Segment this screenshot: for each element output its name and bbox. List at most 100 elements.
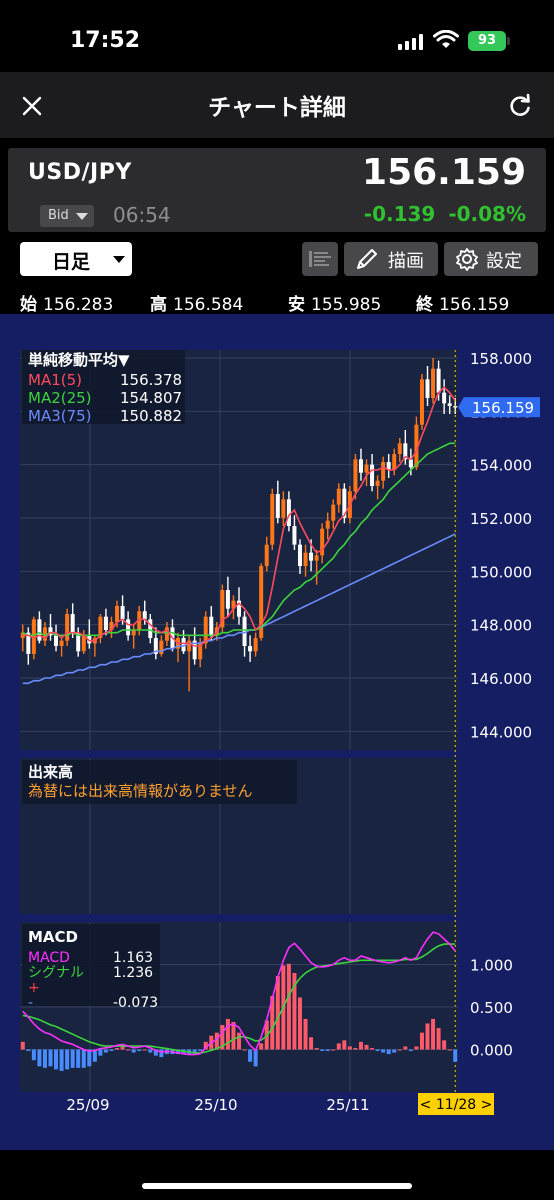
candle-body — [259, 566, 264, 638]
macd-histogram-bar — [342, 1040, 347, 1050]
candle-body — [248, 646, 253, 652]
macd-histogram-bar — [431, 1018, 436, 1050]
macd-histogram-bar — [76, 1049, 81, 1068]
candle-body — [26, 632, 31, 654]
y-tick-label: 154.000 — [470, 457, 532, 475]
y-tick-label: 144.000 — [470, 723, 532, 741]
wifi-icon — [433, 30, 459, 48]
candle-body — [109, 622, 114, 630]
price-chart[interactable]: 158.000156.000154.000152.000150.000148.0… — [0, 314, 554, 1150]
refresh-icon[interactable] — [506, 92, 534, 120]
candle-body — [314, 555, 319, 561]
macd-histogram-bar — [325, 1049, 330, 1052]
candle-body — [65, 614, 70, 641]
ohlc-close: 終 156.159 — [416, 290, 509, 315]
macd-histogram-bar — [153, 1049, 158, 1056]
macd-histogram-bar — [347, 1046, 352, 1050]
candle-body — [103, 616, 108, 630]
macd-histogram-bar — [131, 1049, 136, 1053]
price-change: -0.139 -0.08% — [300, 202, 526, 226]
macd-legend-value: 1.236 — [113, 965, 153, 981]
macd-histogram-bar — [286, 963, 291, 1050]
candle-body — [353, 459, 358, 492]
macd-histogram-bar — [414, 1046, 419, 1050]
macd-histogram-bar — [303, 1018, 308, 1050]
macd-histogram-bar — [292, 973, 297, 1050]
macd-histogram-bar — [403, 1046, 408, 1050]
candle-body — [42, 627, 47, 641]
candle-body — [164, 627, 169, 641]
candle-body — [381, 462, 386, 481]
ohlc-open-value: 156.283 — [43, 295, 114, 315]
macd-histogram-bar — [126, 1049, 131, 1051]
ma-legend-value: 154.807 — [120, 389, 182, 407]
draw-button[interactable]: 描画 — [344, 242, 438, 276]
macd-legend-value: 1.163 — [113, 950, 153, 966]
candle-body — [392, 454, 397, 470]
price-type-selector[interactable]: Bid — [40, 205, 94, 227]
ohlc-open-key: 始 — [20, 295, 37, 315]
candle-body — [342, 488, 347, 518]
currency-pair: USD/JPY — [28, 160, 132, 185]
cellular-signal-icon — [398, 34, 423, 50]
macd-histogram-bar — [397, 1049, 402, 1051]
macd-histogram-bar — [358, 1041, 363, 1050]
indicator-list-button[interactable] — [302, 242, 338, 276]
macd-histogram-bar — [386, 1049, 391, 1055]
current-date-label: < 11/28 > — [420, 1097, 493, 1113]
x-tick-label: 25/10 — [194, 1096, 237, 1114]
candle-body — [264, 544, 269, 566]
candle-body — [320, 528, 325, 556]
page-title: チャート詳細 — [208, 95, 346, 121]
macd-histogram-bar — [447, 1049, 452, 1051]
ohlc-row: 始 156.283 高 156.584 安 155.985 終 156.159 — [0, 290, 554, 315]
macd-histogram-bar — [92, 1049, 97, 1062]
close-icon[interactable] — [18, 92, 46, 120]
macd-y-tick-label: 1.000 — [470, 957, 513, 975]
candle-body — [81, 635, 86, 652]
settings-label: 設定 — [486, 251, 522, 272]
macd-legend-name: MACD — [28, 950, 70, 966]
ohlc-low-key: 安 — [288, 295, 305, 315]
ohlc-high: 高 156.584 — [150, 290, 243, 315]
candle-body — [358, 459, 363, 473]
macd-histogram-bar — [220, 1025, 225, 1050]
macd-histogram-bar — [442, 1040, 447, 1050]
macd-histogram-bar — [198, 1049, 203, 1052]
candle-body — [126, 619, 131, 636]
candle-body — [286, 499, 291, 526]
ma1-line — [22, 386, 456, 647]
candle-body — [242, 616, 247, 646]
period-label: 日足 — [52, 251, 91, 273]
macd-histogram-bar — [320, 1049, 325, 1052]
macd-histogram-bar — [370, 1047, 375, 1050]
macd-histogram-bar — [392, 1049, 397, 1053]
settings-button[interactable]: 設定 — [444, 242, 538, 276]
candle-body — [181, 638, 186, 652]
macd-histogram-bar — [59, 1049, 64, 1071]
macd-histogram-bar — [381, 1049, 386, 1053]
macd-histogram-bar — [98, 1049, 103, 1056]
macd-legend-box — [22, 924, 160, 1006]
macd-histogram-bar — [48, 1049, 53, 1067]
candle-body — [137, 611, 142, 630]
candle-body — [270, 494, 275, 545]
change-percent: -0.08% — [448, 202, 526, 226]
candle-body — [370, 464, 375, 486]
candle-body — [153, 638, 158, 654]
battery-cap — [507, 37, 510, 45]
candle-body — [303, 552, 308, 566]
candle-body — [198, 643, 203, 660]
macd-histogram-bar — [148, 1049, 153, 1053]
candle-body — [431, 368, 436, 398]
macd-histogram-bar — [20, 1041, 25, 1050]
macd-y-tick-label: 0.500 — [470, 999, 513, 1017]
macd-histogram-bar — [314, 1047, 319, 1050]
candle-body — [48, 627, 53, 636]
ohlc-low-value: 155.985 — [311, 295, 382, 315]
macd-histogram-bar — [26, 1049, 31, 1052]
macd-histogram-bar — [259, 1043, 264, 1050]
candle-body — [297, 544, 302, 566]
candle-body — [386, 462, 391, 470]
macd-histogram-bar — [42, 1049, 47, 1068]
